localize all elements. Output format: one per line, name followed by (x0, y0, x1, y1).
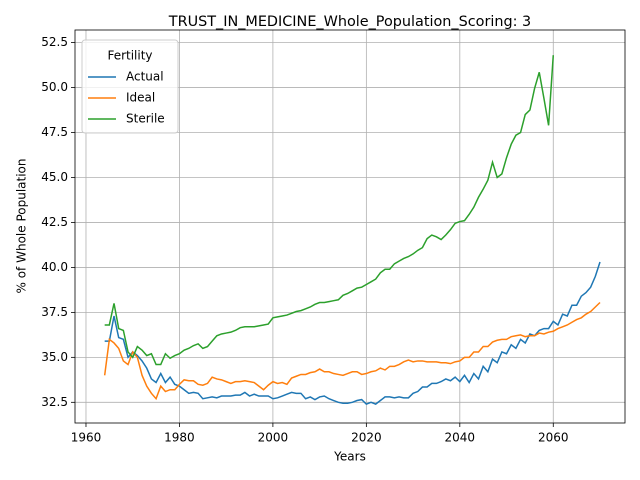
y-tick-label: 50.0 (41, 80, 68, 94)
y-tick-label: 42.5 (41, 215, 68, 229)
y-tick-label: 45.0 (41, 170, 68, 184)
y-tick-label: 47.5 (41, 125, 68, 139)
x-tick-label: 2060 (538, 431, 569, 445)
y-tick-label: 40.0 (41, 260, 68, 274)
x-axis-label: Years (333, 450, 366, 464)
x-tick-label: 2040 (445, 431, 476, 445)
chart-title: TRUST_IN_MEDICINE_Whole_Population_Scori… (168, 14, 531, 30)
legend-label: Sterile (126, 112, 165, 126)
legend: Fertility Actual Ideal Sterile (81, 39, 179, 134)
legend-label: Actual (126, 70, 164, 84)
line-series (103, 301, 601, 401)
x-tick-label: 1980 (164, 431, 195, 445)
legend-label: Ideal (126, 91, 155, 105)
x-tick-label: 2000 (258, 431, 289, 445)
y-tick-label: 32.5 (41, 395, 68, 409)
plot-frame (74, 29, 626, 424)
line-series (104, 261, 601, 405)
y-tick-label: 52.5 (41, 35, 68, 49)
y-axis-label: % of Whole Population (15, 159, 29, 294)
line-series (104, 55, 555, 366)
y-tick-label: 37.5 (41, 305, 68, 319)
x-tick-label: 1960 (71, 431, 102, 445)
legend-title: Fertility (107, 49, 152, 63)
x-tick-label: 2020 (351, 431, 382, 445)
y-tick-label: 35.0 (41, 350, 68, 364)
legend-box (81, 39, 179, 134)
